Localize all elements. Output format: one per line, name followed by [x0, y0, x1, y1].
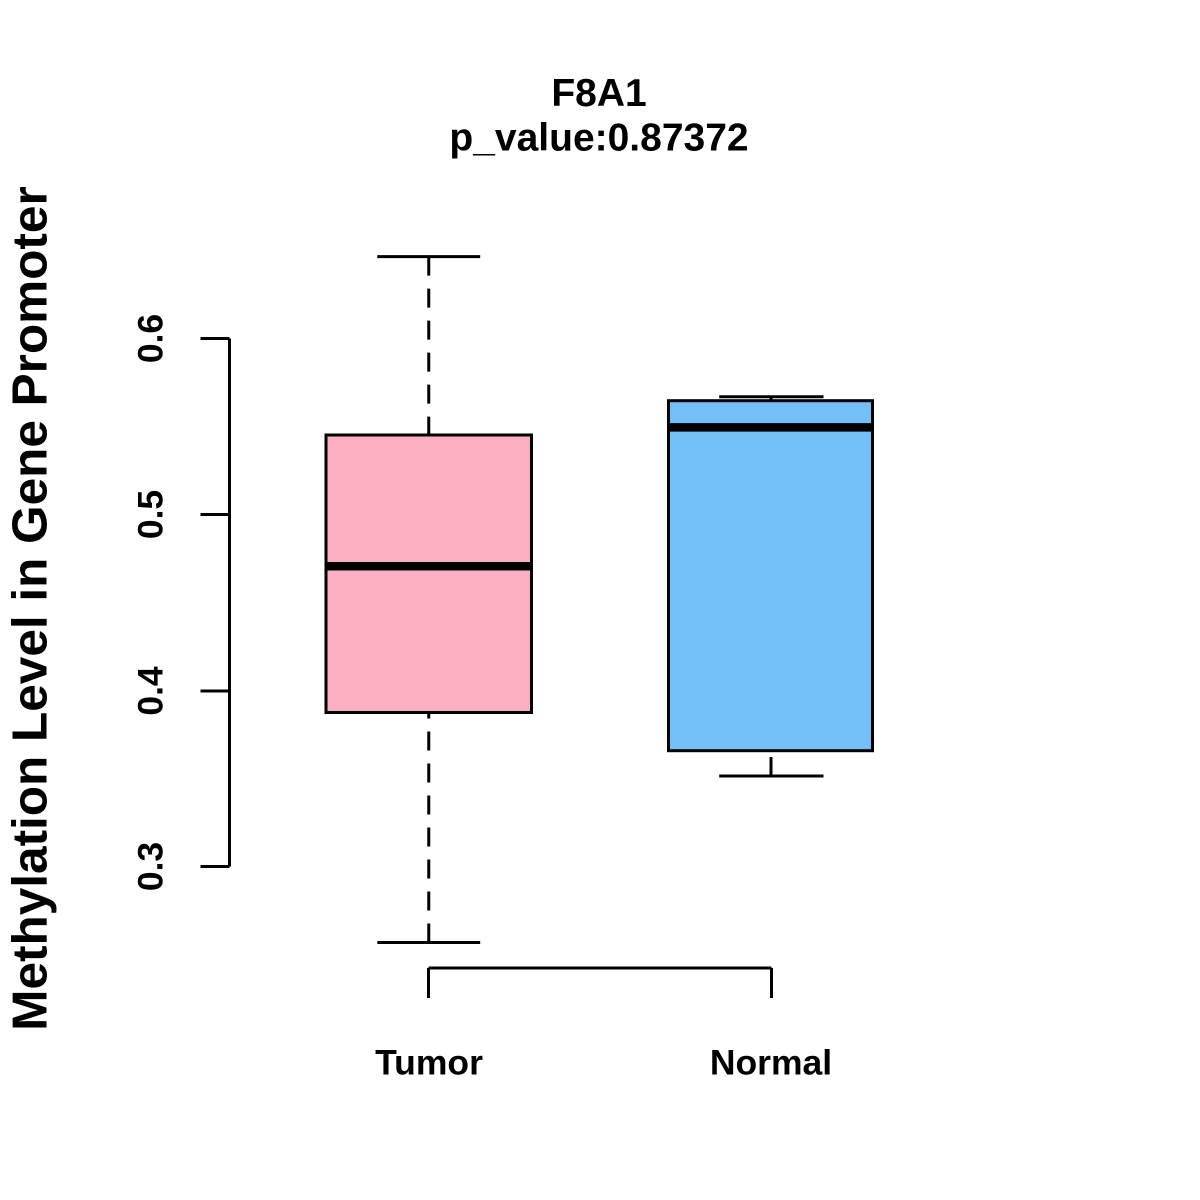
svg-text:0.3: 0.3 — [131, 842, 171, 891]
svg-text:0.4: 0.4 — [131, 666, 171, 716]
svg-text:Tumor: Tumor — [375, 1043, 483, 1083]
svg-text:F8A1: F8A1 — [551, 72, 646, 115]
svg-text:Normal: Normal — [710, 1043, 832, 1083]
svg-text:p_value:0.87372: p_value:0.87372 — [449, 117, 748, 160]
svg-text:Methylation Level in Gene Prom: Methylation Level in Gene Promoter — [2, 186, 57, 1030]
svg-text:0.6: 0.6 — [131, 314, 171, 363]
svg-text:0.5: 0.5 — [131, 490, 171, 539]
